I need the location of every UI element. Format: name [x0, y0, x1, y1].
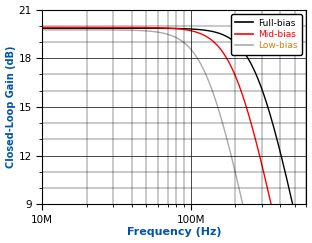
X-axis label: Frequency (Hz): Frequency (Hz): [127, 227, 222, 237]
Legend: Full-bias, Mid-bias, Low-bias: Full-bias, Mid-bias, Low-bias: [231, 14, 302, 55]
Y-axis label: Closed-Loop Gain (dB): Closed-Loop Gain (dB): [6, 46, 16, 168]
